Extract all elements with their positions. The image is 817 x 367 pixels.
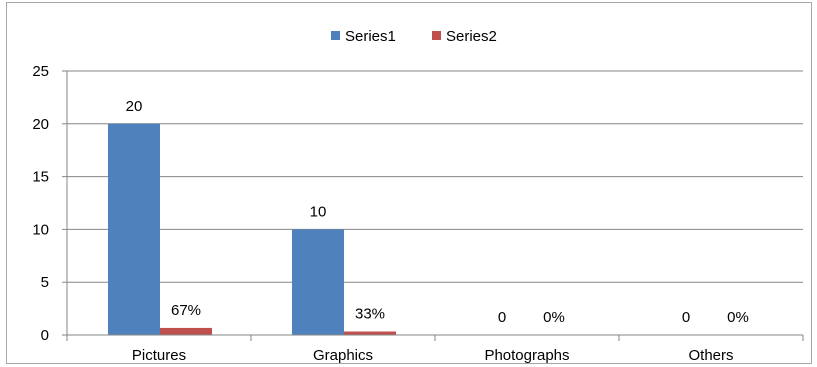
- y-tick-label: 25: [32, 63, 49, 80]
- bar-series2: [160, 327, 212, 335]
- x-category-label: Graphics: [313, 347, 373, 364]
- x-category-label: Photographs: [484, 347, 569, 364]
- y-tick-label: 10: [32, 221, 49, 238]
- data-label-series2: 67%: [171, 302, 201, 319]
- data-label-series2: 0%: [543, 309, 565, 326]
- x-category-label: Others: [688, 347, 733, 364]
- data-label-series1: 10: [310, 203, 327, 220]
- bar-series1: [108, 123, 160, 335]
- y-tick-label: 0: [41, 327, 49, 344]
- x-category-label: Pictures: [132, 347, 186, 364]
- y-tick-label: 15: [32, 169, 49, 186]
- data-label-series2: 33%: [355, 306, 385, 323]
- y-tick-label: 20: [32, 116, 49, 133]
- legend: Series1 Series2: [331, 28, 497, 45]
- bar-series1: [292, 229, 344, 335]
- legend-swatch-series2: [432, 31, 441, 40]
- data-label-series1: 0: [682, 309, 690, 326]
- legend-swatch-series1: [331, 31, 340, 40]
- data-label-series1: 20: [126, 98, 143, 115]
- legend-label-series1: Series1: [345, 28, 396, 45]
- bar-series2: [344, 331, 396, 335]
- y-tick-label: 5: [41, 274, 49, 291]
- data-label-series2: 0%: [727, 309, 749, 326]
- data-label-series1: 0: [498, 309, 506, 326]
- legend-label-series2: Series2: [446, 28, 497, 45]
- axes: 0 5 10 15 20 25 Pictures Graphics Photographs Oth…: [32, 63, 804, 364]
- bars: [108, 123, 396, 335]
- gridlines: [67, 70, 803, 283]
- data-labels: 20 10 0 0 67% 33% 0% 0%: [126, 98, 749, 326]
